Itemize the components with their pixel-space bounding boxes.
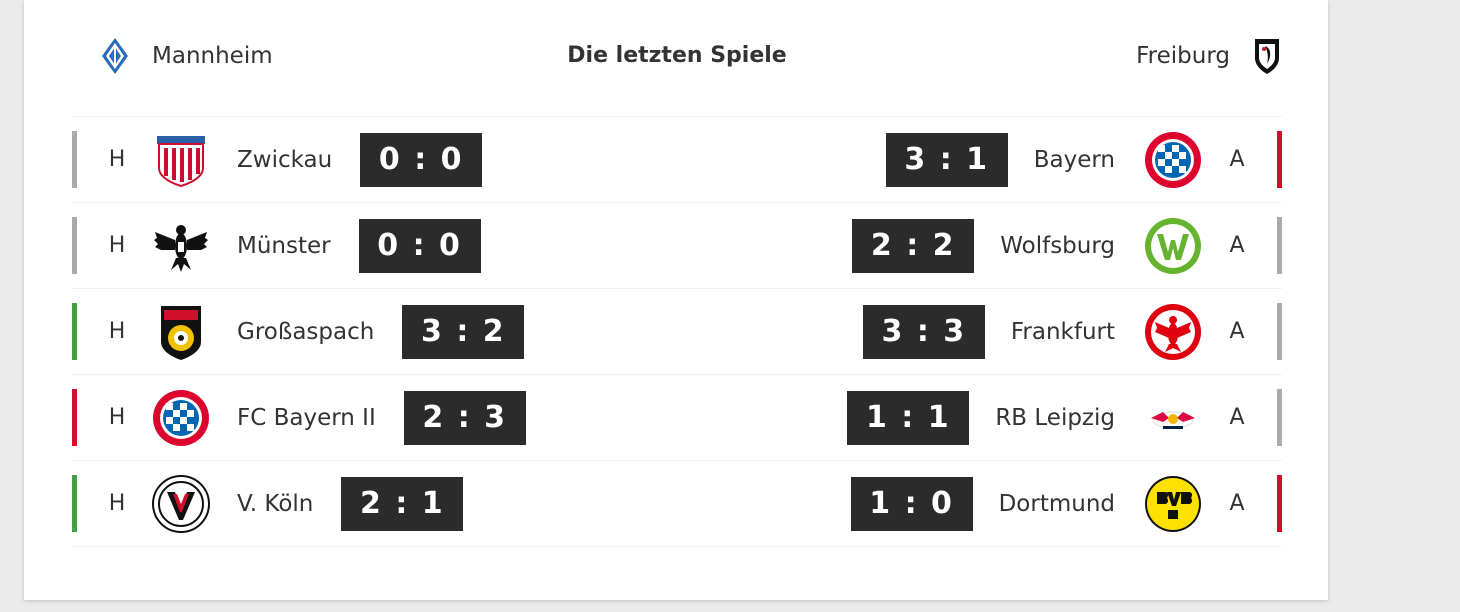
- result-indicator: [1277, 475, 1282, 532]
- result-indicator: [1277, 389, 1282, 446]
- venue-label: H: [108, 491, 126, 516]
- away-match[interactable]: 1 : 1 RB Leipzig A: [682, 375, 1282, 460]
- opponent-name: Großaspach: [237, 318, 375, 345]
- home-team-name: Mannheim: [152, 43, 273, 69]
- match-row: H Großaspach 3 : 2 3 : 3 Frankfurt: [72, 288, 1282, 374]
- venue-label: A: [1229, 319, 1245, 344]
- home-match[interactable]: H V. Köln 2 : 1: [72, 461, 672, 546]
- comparison-header: Mannheim Die letzten Spiele Freiburg: [72, 30, 1282, 82]
- rb-leipzig-bulls-icon: [1143, 388, 1203, 448]
- muenster-eagle-icon: [151, 216, 211, 276]
- result-indicator: [72, 217, 77, 274]
- venue-label: H: [108, 233, 126, 258]
- mannheim-diamond-icon: [100, 36, 130, 76]
- bayern-crest-icon: [1143, 130, 1203, 190]
- opponent-name: FC Bayern II: [237, 404, 376, 431]
- match-score[interactable]: 2 : 2: [852, 218, 975, 273]
- match-row: H V. Köln 2 : 1 1 : 0 Dortmund: [72, 460, 1282, 547]
- opponent-name: V. Köln: [237, 490, 314, 517]
- away-match[interactable]: 1 : 0 Dortmund A: [682, 461, 1282, 546]
- away-team-header[interactable]: Freiburg: [1136, 30, 1282, 82]
- home-team-header[interactable]: Mannheim: [72, 30, 273, 82]
- away-match[interactable]: 3 : 1 Bayern A: [682, 117, 1282, 202]
- match-score[interactable]: 2 : 1: [341, 476, 464, 531]
- section-title: Die letzten Spiele: [567, 43, 787, 68]
- home-match[interactable]: H Großaspach 3 : 2: [72, 289, 672, 374]
- venue-label: A: [1229, 233, 1245, 258]
- freiburg-crest-icon: [1252, 36, 1282, 76]
- last-matches-card: Mannheim Die letzten Spiele Freiburg H: [24, 0, 1328, 600]
- venue-label: H: [108, 319, 126, 344]
- result-indicator: [1277, 303, 1282, 360]
- grossaspach-crest-icon: [151, 302, 211, 362]
- result-indicator: [1277, 217, 1282, 274]
- match-row: H FC Bayern II 2 :: [72, 374, 1282, 460]
- result-indicator: [72, 389, 77, 446]
- away-match[interactable]: 3 : 3 Frankfurt A: [682, 289, 1282, 374]
- result-indicator: [72, 131, 77, 188]
- home-match[interactable]: H FC Bayern II 2 :: [72, 375, 672, 460]
- frankfurt-eagle-icon: [1143, 302, 1203, 362]
- venue-label: H: [108, 147, 126, 172]
- match-score[interactable]: 2 : 3: [403, 390, 526, 445]
- result-indicator: [72, 303, 77, 360]
- match-score[interactable]: 3 : 1: [885, 132, 1008, 187]
- opponent-name: Bayern: [1033, 146, 1115, 173]
- bvb-crest-icon: [1143, 474, 1203, 534]
- zwickau-crest-icon: [151, 130, 211, 190]
- match-score[interactable]: 1 : 1: [847, 390, 970, 445]
- venue-label: A: [1229, 491, 1245, 516]
- home-match[interactable]: H Zwickau 0 : 0: [72, 117, 672, 202]
- match-row: H Münster 0 : 0: [72, 202, 1282, 288]
- venue-label: A: [1229, 147, 1245, 172]
- home-match[interactable]: H Münster 0 : 0: [72, 203, 672, 288]
- bayern-crest-icon: [151, 388, 211, 448]
- venue-label: H: [108, 405, 126, 430]
- opponent-name: Frankfurt: [1010, 318, 1115, 345]
- match-score[interactable]: 3 : 3: [862, 304, 985, 359]
- opponent-name: RB Leipzig: [995, 404, 1115, 431]
- opponent-name: Münster: [237, 232, 331, 259]
- opponent-name: Zwickau: [237, 146, 333, 173]
- away-match[interactable]: 2 : 2 Wolfsburg A: [682, 203, 1282, 288]
- venue-label: A: [1229, 405, 1245, 430]
- result-indicator: [1277, 131, 1282, 188]
- match-score[interactable]: 0 : 0: [358, 218, 481, 273]
- wolfsburg-crest-icon: [1143, 216, 1203, 276]
- result-indicator: [72, 475, 77, 532]
- away-team-name: Freiburg: [1136, 43, 1230, 69]
- opponent-name: Dortmund: [998, 490, 1115, 517]
- match-score[interactable]: 1 : 0: [850, 476, 973, 531]
- match-row: H Zwickau 0 : 0 3 : 1 B: [72, 116, 1282, 202]
- match-score[interactable]: 3 : 2: [402, 304, 525, 359]
- viktoria-koeln-crest-icon: [151, 474, 211, 534]
- match-score[interactable]: 0 : 0: [360, 132, 483, 187]
- opponent-name: Wolfsburg: [1000, 232, 1115, 259]
- match-rows: H Zwickau 0 : 0 3 : 1 B: [72, 116, 1282, 547]
